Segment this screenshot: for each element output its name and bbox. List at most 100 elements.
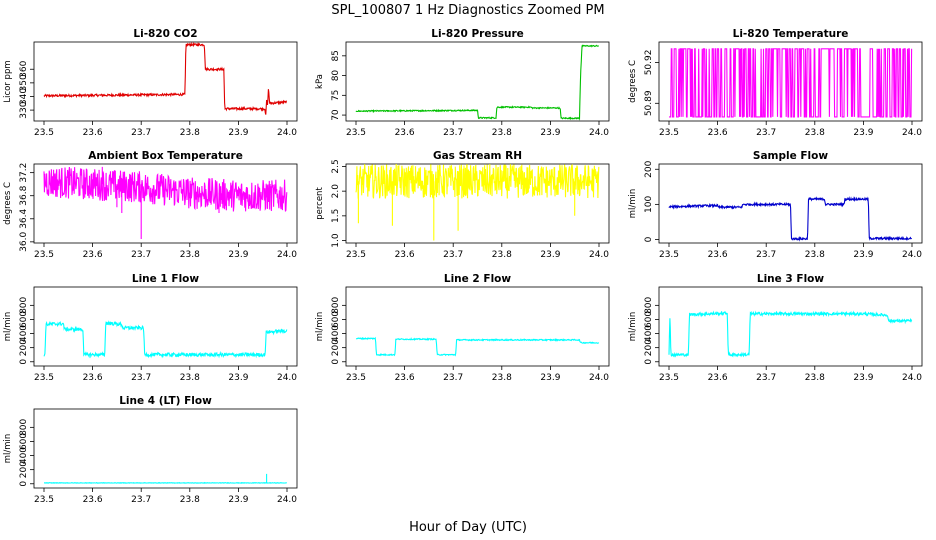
- panel-title: Line 3 Flow: [757, 273, 824, 285]
- y-tick-label: 0: [644, 236, 654, 242]
- x-tick-label: 23.8: [180, 250, 200, 260]
- panel-title: Sample Flow: [753, 150, 828, 162]
- x-tick-label: 23.8: [805, 373, 825, 383]
- x-tick-label: 24.0: [277, 373, 297, 383]
- x-tick-label: 23.7: [131, 373, 151, 383]
- x-tick-label: 23.9: [853, 128, 873, 138]
- y-tick-label: 400: [19, 447, 29, 464]
- x-tick-label: 23.5: [659, 373, 679, 383]
- plot-frame: [658, 286, 923, 367]
- panel-temperature: Li-820 Temperature degrees C 23.5 23.6 23.7 2…: [628, 28, 923, 138]
- plot-frame: [345, 163, 610, 244]
- y-tick-label: 200: [331, 339, 341, 356]
- y-axis-label: ml/min: [3, 434, 13, 464]
- panel-line2: Line 2 Flow ml/min 23.5 23.6 23.7 23.8 23.9 24.…: [315, 273, 610, 383]
- y-tick-label: 400: [644, 325, 654, 342]
- panel-line4: Line 4 (LT) Flow ml/min 23.5 23.6 23.7 23.8 23…: [3, 395, 298, 505]
- x-tick-label: 24.0: [589, 128, 609, 138]
- x-tick-label: 23.8: [180, 495, 200, 505]
- x-tick-label: 23.8: [492, 373, 512, 383]
- panel-rh: Gas Stream RH percent 23.5 23.6 23.7 23.8 23.9…: [315, 150, 610, 260]
- panel-line3: Line 3 Flow ml/min 23.5 23.6 23.7 23.8 23.9 24.…: [628, 273, 923, 383]
- plot-frame: [345, 41, 610, 122]
- x-tick-label: 23.5: [34, 495, 54, 505]
- x-tick-label: 24.0: [589, 250, 609, 260]
- x-tick-label: 23.9: [540, 128, 560, 138]
- x-tick-label: 23.5: [659, 250, 679, 260]
- x-tick-label: 23.7: [131, 495, 151, 505]
- x-tick-label: 23.5: [346, 250, 366, 260]
- y-tick-label: 0: [331, 359, 341, 365]
- panel-grid: Li-820 CO2 Licor ppm 23.5 23.6 23.7 23.8 23.9 2…: [3, 28, 923, 505]
- y-tick-label: 0: [644, 359, 654, 365]
- panel-boxtemp: Ambient Box Temperature degrees C 23.5 23.6…: [3, 150, 298, 260]
- x-tick-label: 23.5: [659, 128, 679, 138]
- series-line-line3: [668, 310, 913, 358]
- panel-title: Li-820 CO2: [133, 28, 197, 40]
- x-tick-label: 23.6: [708, 373, 728, 383]
- series-line-line4: [44, 473, 287, 484]
- series-line-line2: [355, 336, 600, 357]
- plot-frame: [33, 408, 298, 489]
- x-tick-label: 23.9: [228, 128, 248, 138]
- x-tick-label: 23.9: [853, 373, 873, 383]
- y-tick-label: 600: [19, 311, 29, 328]
- y-tick-label: 400: [19, 325, 29, 342]
- x-tick-label: 24.0: [277, 250, 297, 260]
- y-tick-label: 400: [331, 325, 341, 342]
- y-tick-label: 0: [19, 481, 29, 487]
- y-tick-label: 80: [331, 70, 341, 82]
- y-tick-label: 75: [331, 90, 341, 101]
- x-tick-label: 23.6: [395, 128, 415, 138]
- x-tick-label: 23.6: [395, 250, 415, 260]
- y-tick-label: 36.8: [19, 185, 29, 205]
- y-tick-label: 2.0: [331, 184, 341, 199]
- x-tick-label: 23.6: [83, 250, 103, 260]
- figure-title: SPL_100807 1 Hz Diagnostics Zoomed PM: [331, 3, 604, 18]
- y-tick-label: 200: [19, 461, 29, 478]
- panel-sampleflow: Sample Flow ml/min 23.5 23.6 23.7 23.8 23.9 24.…: [628, 150, 923, 260]
- panel-title: Li-820 Temperature: [733, 28, 849, 40]
- y-tick-label: 50.92: [644, 50, 654, 76]
- panel-title: Line 1 Flow: [132, 273, 199, 285]
- y-tick-label: 800: [19, 296, 29, 313]
- x-tick-label: 23.6: [708, 250, 728, 260]
- x-tick-label: 23.9: [540, 250, 560, 260]
- x-tick-label: 23.8: [805, 128, 825, 138]
- x-tick-label: 23.7: [443, 128, 463, 138]
- y-tick-label: 600: [644, 311, 654, 328]
- plot-frame: [33, 41, 298, 122]
- x-tick-label: 23.5: [346, 128, 366, 138]
- y-tick-label: 600: [331, 311, 341, 328]
- x-tick-label: 23.7: [443, 373, 463, 383]
- x-tick-label: 23.9: [853, 250, 873, 260]
- y-tick-label: 100: [644, 196, 654, 213]
- x-tick-label: 23.9: [228, 495, 248, 505]
- plot-frame: [658, 41, 923, 122]
- x-tick-label: 23.9: [228, 373, 248, 383]
- panel-title: Line 4 (LT) Flow: [119, 395, 212, 407]
- y-tick-label: 70: [331, 109, 341, 121]
- y-tick-label: 360: [19, 60, 29, 77]
- series-line-co2: [43, 41, 288, 115]
- plot-frame: [345, 286, 610, 367]
- y-axis-label: ml/min: [315, 312, 325, 342]
- y-tick-label: 0: [19, 359, 29, 365]
- y-axis-label: Licor ppm: [3, 60, 13, 102]
- y-tick-label: 350: [19, 74, 29, 91]
- y-tick-label: 50.89: [644, 90, 654, 116]
- x-tick-label: 23.5: [34, 373, 54, 383]
- panel-title: Line 2 Flow: [444, 273, 511, 285]
- y-axis-label: percent: [315, 187, 325, 220]
- x-tick-label: 23.7: [443, 250, 463, 260]
- y-tick-label: 200: [19, 339, 29, 356]
- plot-frame: [33, 163, 298, 244]
- panel-co2: Li-820 CO2 Licor ppm 23.5 23.6 23.7 23.8 23.9 2…: [3, 28, 298, 138]
- series-line-boxtemp: [43, 166, 288, 239]
- x-tick-label: 23.9: [540, 373, 560, 383]
- y-axis-label: ml/min: [628, 189, 638, 219]
- y-tick-label: 330: [19, 101, 29, 118]
- y-axis-label: degrees C: [3, 182, 13, 225]
- x-tick-label: 23.8: [492, 128, 512, 138]
- x-tick-label: 23.7: [756, 250, 776, 260]
